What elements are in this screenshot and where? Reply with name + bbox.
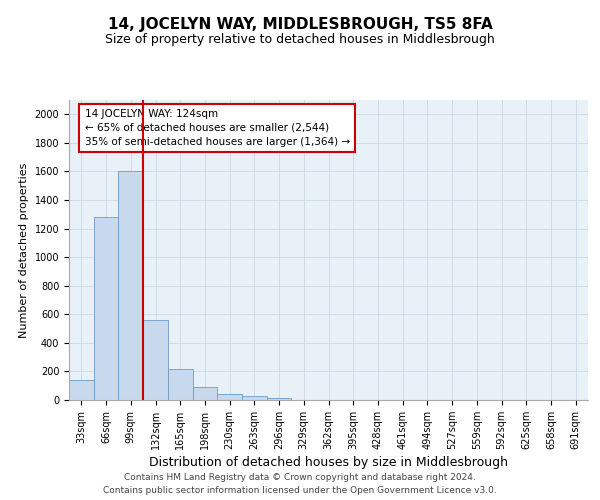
Bar (168, 368, 193, 400)
Bar (143, 320, 168, 400)
Bar (118, 172, 143, 400)
Bar (217, 394, 242, 400)
Y-axis label: Number of detached properties: Number of detached properties (19, 162, 29, 338)
Bar (193, 387, 217, 400)
Bar (69, 380, 94, 400)
Text: 14 JOCELYN WAY: 124sqm
← 65% of detached houses are smaller (2,544)
35% of semi-: 14 JOCELYN WAY: 124sqm ← 65% of detached… (85, 109, 350, 147)
X-axis label: Distribution of detached houses by size in Middlesbrough: Distribution of detached houses by size … (149, 456, 508, 469)
Text: Size of property relative to detached houses in Middlesbrough: Size of property relative to detached ho… (105, 32, 495, 46)
Bar (267, 398, 292, 400)
Text: 14, JOCELYN WAY, MIDDLESBROUGH, TS5 8FA: 14, JOCELYN WAY, MIDDLESBROUGH, TS5 8FA (107, 18, 493, 32)
Bar (242, 396, 267, 400)
Bar (94, 217, 118, 400)
Text: Contains public sector information licensed under the Open Government Licence v3: Contains public sector information licen… (103, 486, 497, 495)
Text: Contains HM Land Registry data © Crown copyright and database right 2024.: Contains HM Land Registry data © Crown c… (124, 472, 476, 482)
